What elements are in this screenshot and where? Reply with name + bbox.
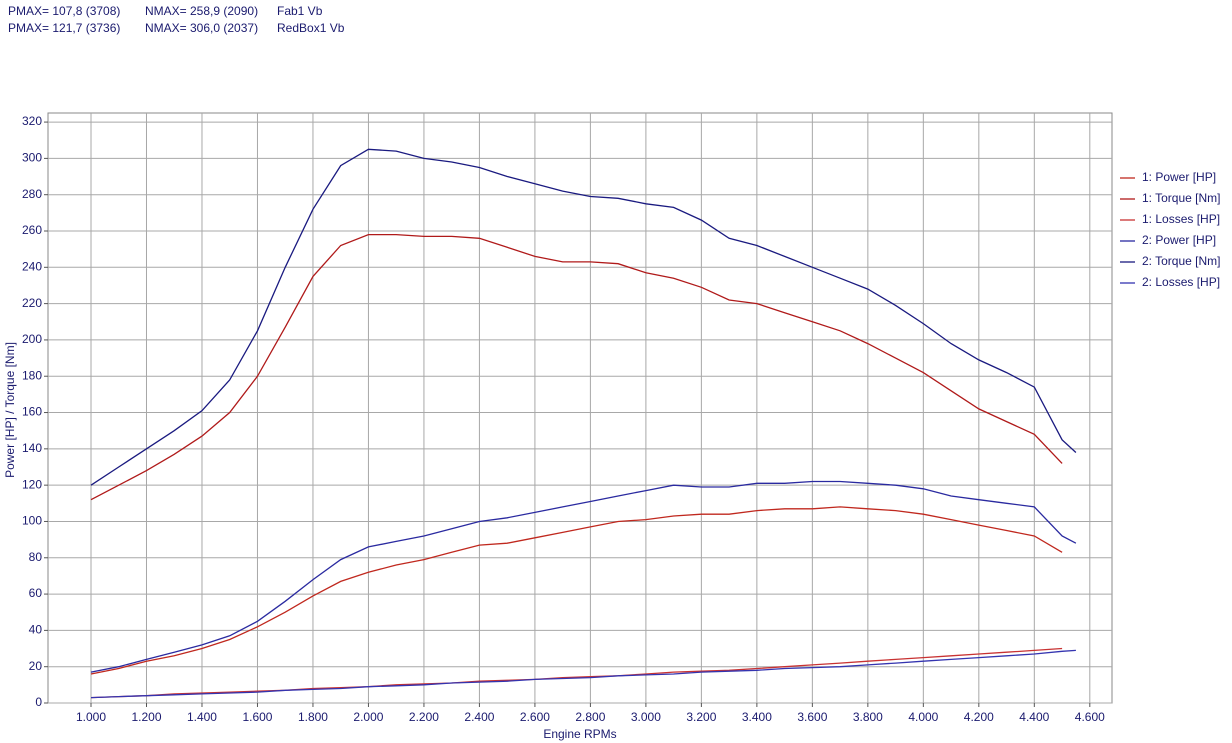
y-tick-label: 180: [22, 368, 42, 382]
x-tick-label: 4.200: [964, 710, 994, 724]
x-tick-label: 2.600: [520, 710, 550, 724]
x-tick-label: 1.600: [242, 710, 272, 724]
series-line: [90, 506, 1063, 675]
series-line: [90, 148, 1077, 486]
header-text: PMAX= 121,7 (3736): [8, 21, 120, 35]
y-tick-label: 20: [29, 659, 43, 673]
x-tick-label: 4.400: [1019, 710, 1049, 724]
x-tick-label: 1.400: [187, 710, 217, 724]
series-line: [90, 480, 1077, 673]
series-line: [90, 233, 1063, 501]
y-tick-label: 0: [35, 695, 42, 709]
y-tick-label: 260: [22, 223, 42, 237]
y-tick-label: 320: [22, 114, 42, 128]
y-tick-label: 300: [22, 151, 42, 165]
header-text: NMAX= 306,0 (2037): [145, 21, 258, 35]
x-tick-label: 3.200: [686, 710, 716, 724]
y-tick-label: 160: [22, 405, 42, 419]
y-tick-label: 200: [22, 332, 42, 346]
y-tick-label: 100: [22, 514, 42, 528]
x-tick-label: 4.000: [908, 710, 938, 724]
y-tick-label: 80: [29, 550, 43, 564]
x-tick-label: 2.200: [409, 710, 439, 724]
legend-label: 1: Power [HP]: [1142, 170, 1216, 184]
y-tick-label: 40: [29, 623, 43, 637]
legend-label: 1: Torque [Nm]: [1142, 191, 1220, 205]
y-tick-label: 220: [22, 296, 42, 310]
x-tick-label: 3.400: [742, 710, 772, 724]
y-tick-label: 280: [22, 187, 42, 201]
header-text: NMAX= 258,9 (2090): [145, 4, 258, 18]
series-line: [90, 647, 1063, 699]
x-tick-label: 2.000: [353, 710, 383, 724]
legend-label: 2: Power [HP]: [1142, 233, 1216, 247]
y-tick-label: 240: [22, 259, 42, 273]
x-tick-label: 3.600: [797, 710, 827, 724]
x-tick-label: 1.200: [131, 710, 161, 724]
plot-area: [47, 112, 1113, 704]
y-axis-title: Power [HP] / Torque [Nm]: [3, 342, 17, 478]
x-tick-label: 1.000: [76, 710, 106, 724]
y-tick-label: 140: [22, 441, 42, 455]
series-line: [90, 649, 1076, 699]
x-tick-label: 2.400: [464, 710, 494, 724]
legend-label: 1: Losses [HP]: [1142, 212, 1220, 226]
y-tick-label: 120: [22, 477, 42, 491]
header-text: Fab1 Vb: [277, 4, 323, 18]
x-tick-label: 2.800: [575, 710, 605, 724]
legend-label: 2: Losses [HP]: [1142, 275, 1220, 289]
x-tick-label: 3.000: [631, 710, 661, 724]
legend-label: 2: Torque [Nm]: [1142, 254, 1220, 268]
x-axis-title: Engine RPMs: [543, 727, 616, 741]
x-tick-label: 4.600: [1075, 710, 1105, 724]
y-tick-label: 60: [29, 586, 43, 600]
header-text: PMAX= 107,8 (3708): [8, 4, 120, 18]
x-tick-label: 1.800: [298, 710, 328, 724]
header-text: RedBox1 Vb: [277, 21, 345, 35]
x-tick-label: 3.800: [853, 710, 883, 724]
